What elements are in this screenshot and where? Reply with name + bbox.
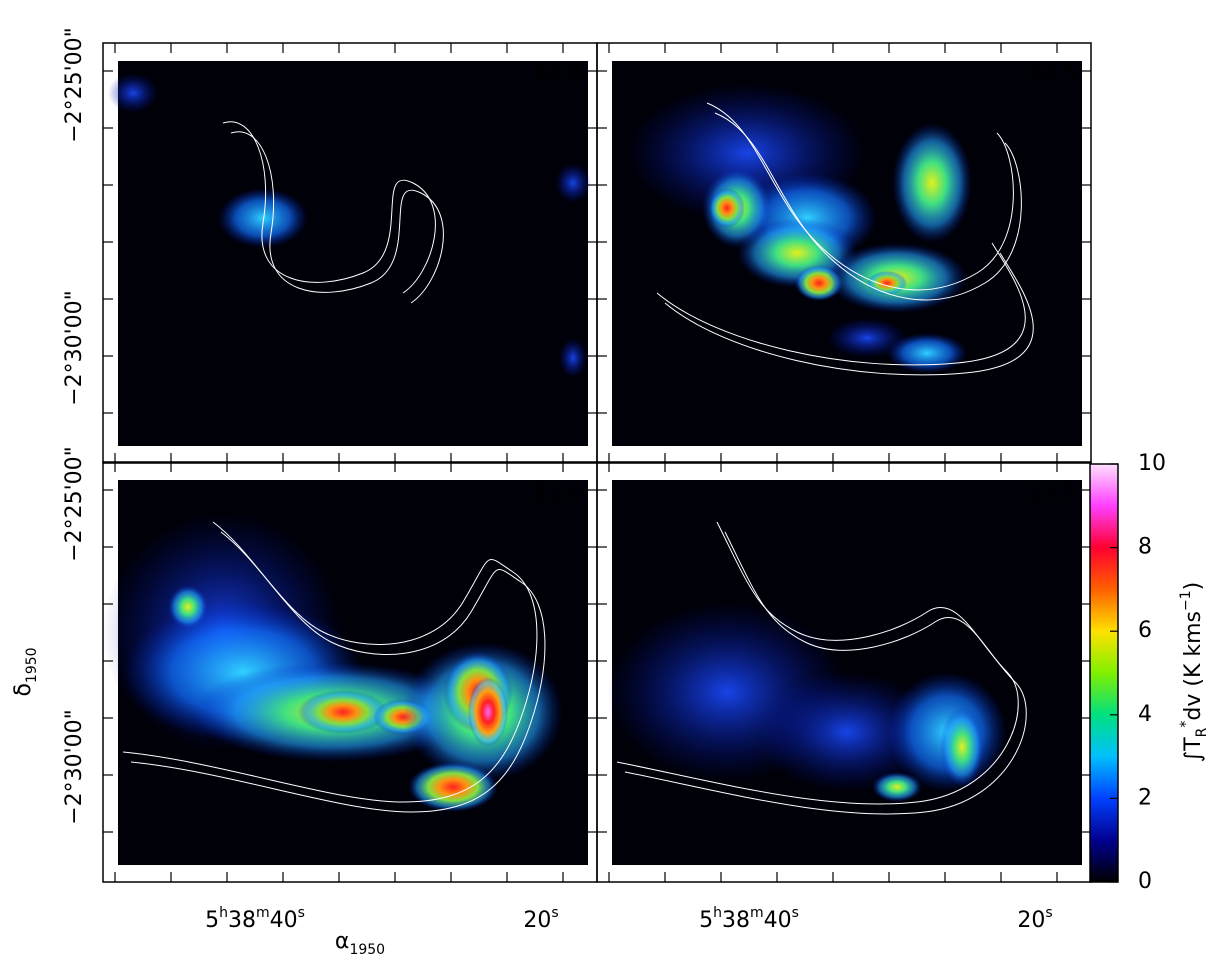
colorbar-tick-label: 6 [1138,618,1152,643]
colorbar-tick-label: 10 [1138,451,1166,476]
emission [940,707,984,787]
panel-label: 11.0 [534,481,583,506]
x-tick-label-part: 20 [523,908,551,933]
contour [624,531,1027,815]
x-tick-label: 20s [523,905,558,933]
panel-label: 10.5 [1028,62,1077,87]
colorbar-tick-label: 2 [1138,785,1152,810]
y-tick-label: −2°25'00" [62,27,87,143]
contour [122,521,538,803]
emission [867,271,907,295]
map-panel: 10.5 [596,42,1092,464]
y-axis-label: δ1950 [11,647,40,696]
x-tick-label-part: 38 [722,908,750,933]
colorbar-tick-label: 8 [1138,535,1152,560]
map-panel: 11.0−2°25'00"−2°30'00"5h38m40s 20s [62,446,598,933]
x-tick-label-part: 40 [764,908,792,933]
emission [872,772,922,802]
emission [892,123,972,243]
x-tick-label-part: 20 [1017,908,1045,933]
x-tick-label-part: 5 [699,908,713,933]
x-tick-label-part: m [750,905,764,921]
emission [218,188,308,248]
x-tick-label: 5h38m40s [699,905,799,933]
colorbar [1089,463,1119,883]
contour [222,121,436,294]
x-axis-label: α1950 [335,929,385,958]
x-tick-label-part: s [1045,905,1052,921]
maps: 10.0 −2°25'00" −2°30'00" 10.5 11.0 −2°25'00" −… [62,27,1092,933]
emission [827,318,907,358]
emission [559,338,587,378]
panel-label: 11.5 [1028,481,1077,506]
emission [298,690,388,734]
y-tick-label: −2°25'00" [62,446,87,562]
map-panel: 10.0 −2°25'00" −2°30'00" [62,27,598,464]
x-tick-label-part: h [713,905,722,921]
x-tick-label: 20s [1017,905,1052,933]
x-tick-label-part: s [551,905,558,921]
x-tick-label-part: s [792,905,799,921]
emission [757,672,937,792]
emission [108,73,158,113]
y-tick-label: −2°30'00" [62,290,87,406]
panel-frame [596,42,1092,464]
emission [555,163,591,203]
map-background [118,61,588,446]
x-tick-label-part: 38 [228,908,256,933]
emission [709,188,745,228]
panel-label: 10.0 [534,62,583,87]
colorbar-label: ∫TR*dv (K kms−1) [1178,582,1210,763]
contour [230,131,444,304]
emission [408,762,498,812]
colorbar-tick-label: 4 [1138,702,1152,727]
x-tick-label: 5h38m40s [205,905,305,933]
x-tick-label-part: 5 [205,908,219,933]
x-tick-label-part: s [298,905,305,921]
contour [130,531,546,813]
x-tick-label-part: 40 [270,908,298,933]
emission [887,333,967,373]
emission [168,585,208,629]
x-tick-label-part: m [256,905,270,921]
colorbar-tick-label: 0 [1138,869,1152,894]
emission [468,677,508,747]
contour [664,112,1034,376]
contour [656,102,1026,366]
x-tick-label-part: h [219,905,228,921]
y-tick-label: −2°30'00" [62,709,87,825]
